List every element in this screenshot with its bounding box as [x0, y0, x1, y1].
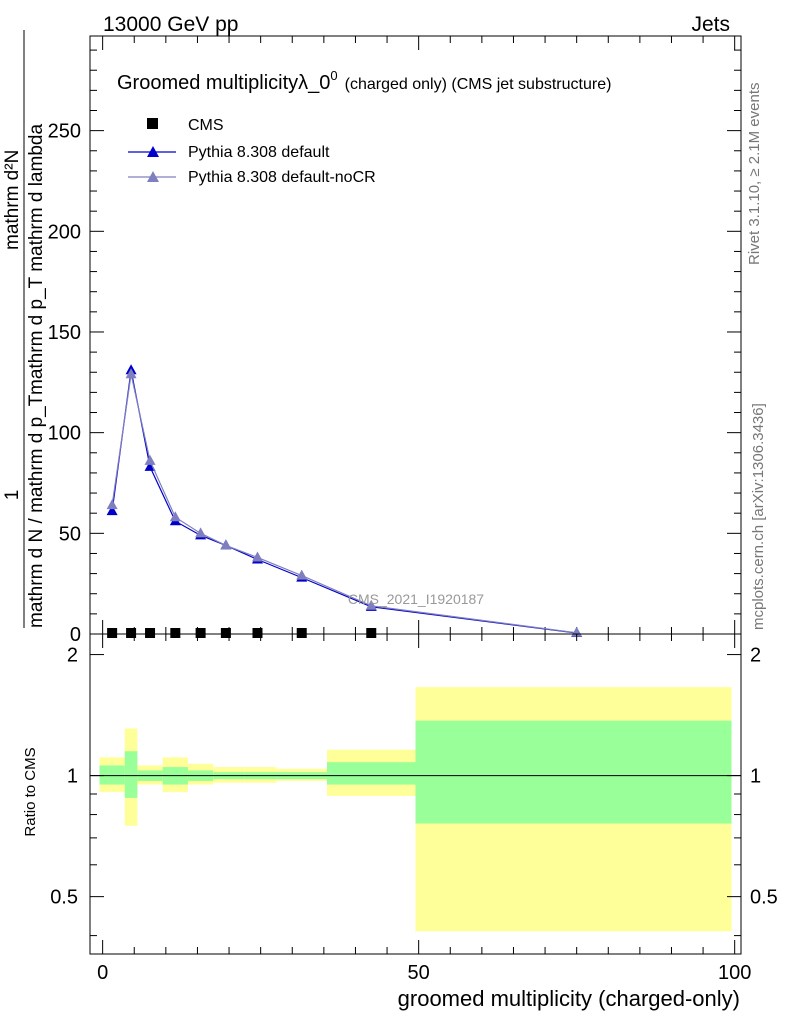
series-point-2	[220, 539, 232, 550]
rivet-label: Rivet 3.1.10, ≥ 2.1M events	[746, 83, 763, 266]
y-tick-label: 250	[48, 121, 81, 143]
ratio-band-green	[124, 751, 138, 798]
ylabel-one: 1	[2, 490, 23, 501]
series-point-1	[106, 505, 118, 516]
ratio-tick-label-right: 1	[750, 766, 761, 788]
legend-marker-pythia-nocr	[147, 171, 159, 182]
series-point-2	[251, 551, 263, 562]
cms-data-point	[126, 628, 137, 638]
ylabel-numerator-part2: mathrm d p_T mathrm d lambda	[26, 124, 47, 395]
cms-data-point	[252, 628, 263, 638]
series-point-2	[106, 499, 118, 510]
cms-data-point	[220, 628, 231, 638]
ylabel-denominator: mathrm d N / mathrm d p_T	[26, 394, 47, 628]
ratio-tick-label-left: 1	[67, 766, 78, 788]
legend-marker-cms	[147, 118, 158, 129]
ratio-tick-label-right: 2	[750, 645, 761, 667]
ratio-ylabel: Ratio to CMS	[22, 747, 39, 836]
y-tick-label: 150	[48, 322, 81, 344]
header-energy-label: 13000 GeV pp	[103, 13, 238, 36]
ratio-plot-panel: 0.5 0.5 1 1 2 2	[50, 633, 778, 955]
ratio-band-green	[99, 765, 125, 785]
series-point-2	[144, 454, 156, 465]
analysis-label: CMS_2021_I1920187	[348, 591, 484, 607]
ratio-tick-label-left: 0.5	[50, 887, 78, 909]
series-point-2	[169, 511, 181, 522]
ratio-tick-label-right: 0.5	[750, 887, 778, 909]
cms-data-point	[145, 628, 156, 638]
legend-marker-pythia-default	[147, 146, 159, 157]
legend-label-cms: CMS	[188, 117, 224, 134]
y-tick-label: 50	[59, 523, 81, 545]
ratio-band-green	[327, 762, 416, 785]
series-point-2	[195, 527, 207, 538]
mcplots-label: mcplots.cern.ch [arXiv:1306.3436]	[750, 403, 767, 630]
legend: CMS Pythia 8.308 default Pythia 8.308 de…	[128, 117, 376, 186]
y-tick-label: 0	[70, 624, 81, 646]
cms-data-point	[170, 628, 181, 638]
y-tick-label: 100	[48, 423, 81, 445]
cms-data-point	[195, 628, 206, 638]
ylabel-numerator: mathrm d²N	[2, 150, 23, 250]
cms-data-point	[296, 628, 307, 638]
x-tick-label: 100	[718, 962, 751, 984]
chart-title-suffix: (charged only) (CMS jet substructure)	[345, 76, 612, 93]
series-point-2	[296, 569, 308, 580]
y-tick-label: 200	[48, 221, 81, 243]
x-axis-label: groomed multiplicity (charged-only)	[398, 986, 740, 1011]
ratio-band-green	[415, 720, 732, 824]
chart-title: Groomed multiplicityλ_00 (charged only) (…	[117, 68, 611, 94]
cms-data-point	[107, 628, 118, 638]
cms-data-point	[366, 628, 377, 638]
series-point-2	[125, 368, 137, 379]
legend-label-pythia-nocr: Pythia 8.308 default-noCR	[188, 169, 376, 186]
ratio-tick-label-left: 2	[67, 645, 78, 667]
main-plot-panel: 0 50 100 150 200 250 CMS_2021_I1920187 Groome…	[48, 35, 742, 646]
header-process-label: Jets	[691, 13, 730, 36]
legend-label-pythia-default: Pythia 8.308 default	[188, 144, 330, 161]
x-tick-label: 0	[97, 962, 108, 984]
series-point-2	[365, 599, 377, 610]
x-tick-label: 50	[408, 962, 430, 984]
chart-title-main: Groomed multiplicityλ_0	[117, 72, 330, 94]
chart-title-superscript: 0	[330, 68, 337, 83]
series-line-2	[111, 374, 577, 634]
